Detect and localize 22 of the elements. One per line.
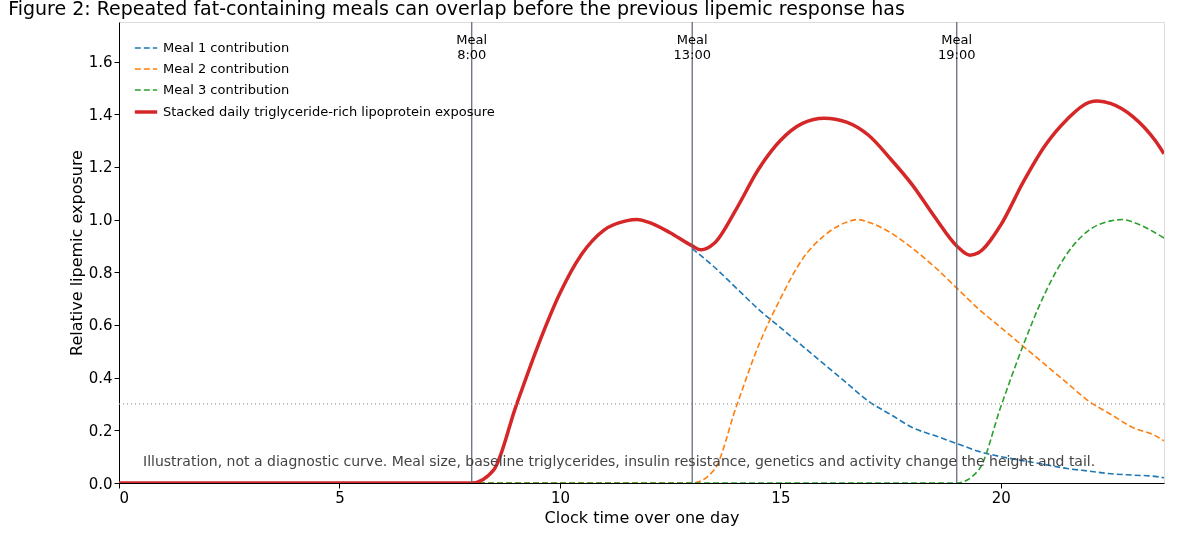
- y-tick-label: 0.8: [88, 263, 113, 282]
- x-tick-label: 5: [335, 488, 345, 507]
- y-tick-label: 1.0: [88, 211, 113, 230]
- y-axis-title: Relative lipemic exposure: [66, 150, 86, 356]
- y-tick-label: 0.4: [88, 369, 113, 388]
- y-tick-label: 0.0: [88, 474, 113, 493]
- legend-label: Meal 3 contribution: [163, 82, 290, 97]
- y-tick-label: 1.4: [88, 105, 113, 124]
- ref-line-label: Meal 19:00: [938, 32, 976, 62]
- y-tick-label: 1.2: [88, 158, 113, 177]
- x-tick-label: 0: [119, 488, 130, 507]
- legend-label: Meal 2 contribution: [163, 61, 290, 76]
- chart-title: Figure 2: Repeated fat-containing meals can overlap before the previous lipemic response has: [8, 0, 905, 20]
- y-tick-label: 0.6: [88, 316, 113, 335]
- legend-label: Meal 1 contribution: [163, 40, 290, 55]
- x-tick-label: 15: [771, 488, 791, 507]
- ref-line-label: Meal 13:00: [673, 32, 711, 62]
- x-tick-label: 20: [991, 488, 1011, 507]
- x-axis-title: Clock time over one day: [544, 507, 740, 527]
- y-tick-label: 0.2: [88, 421, 113, 440]
- x-tick-label: 10: [550, 488, 570, 507]
- y-tick-label: 1.6: [88, 53, 113, 72]
